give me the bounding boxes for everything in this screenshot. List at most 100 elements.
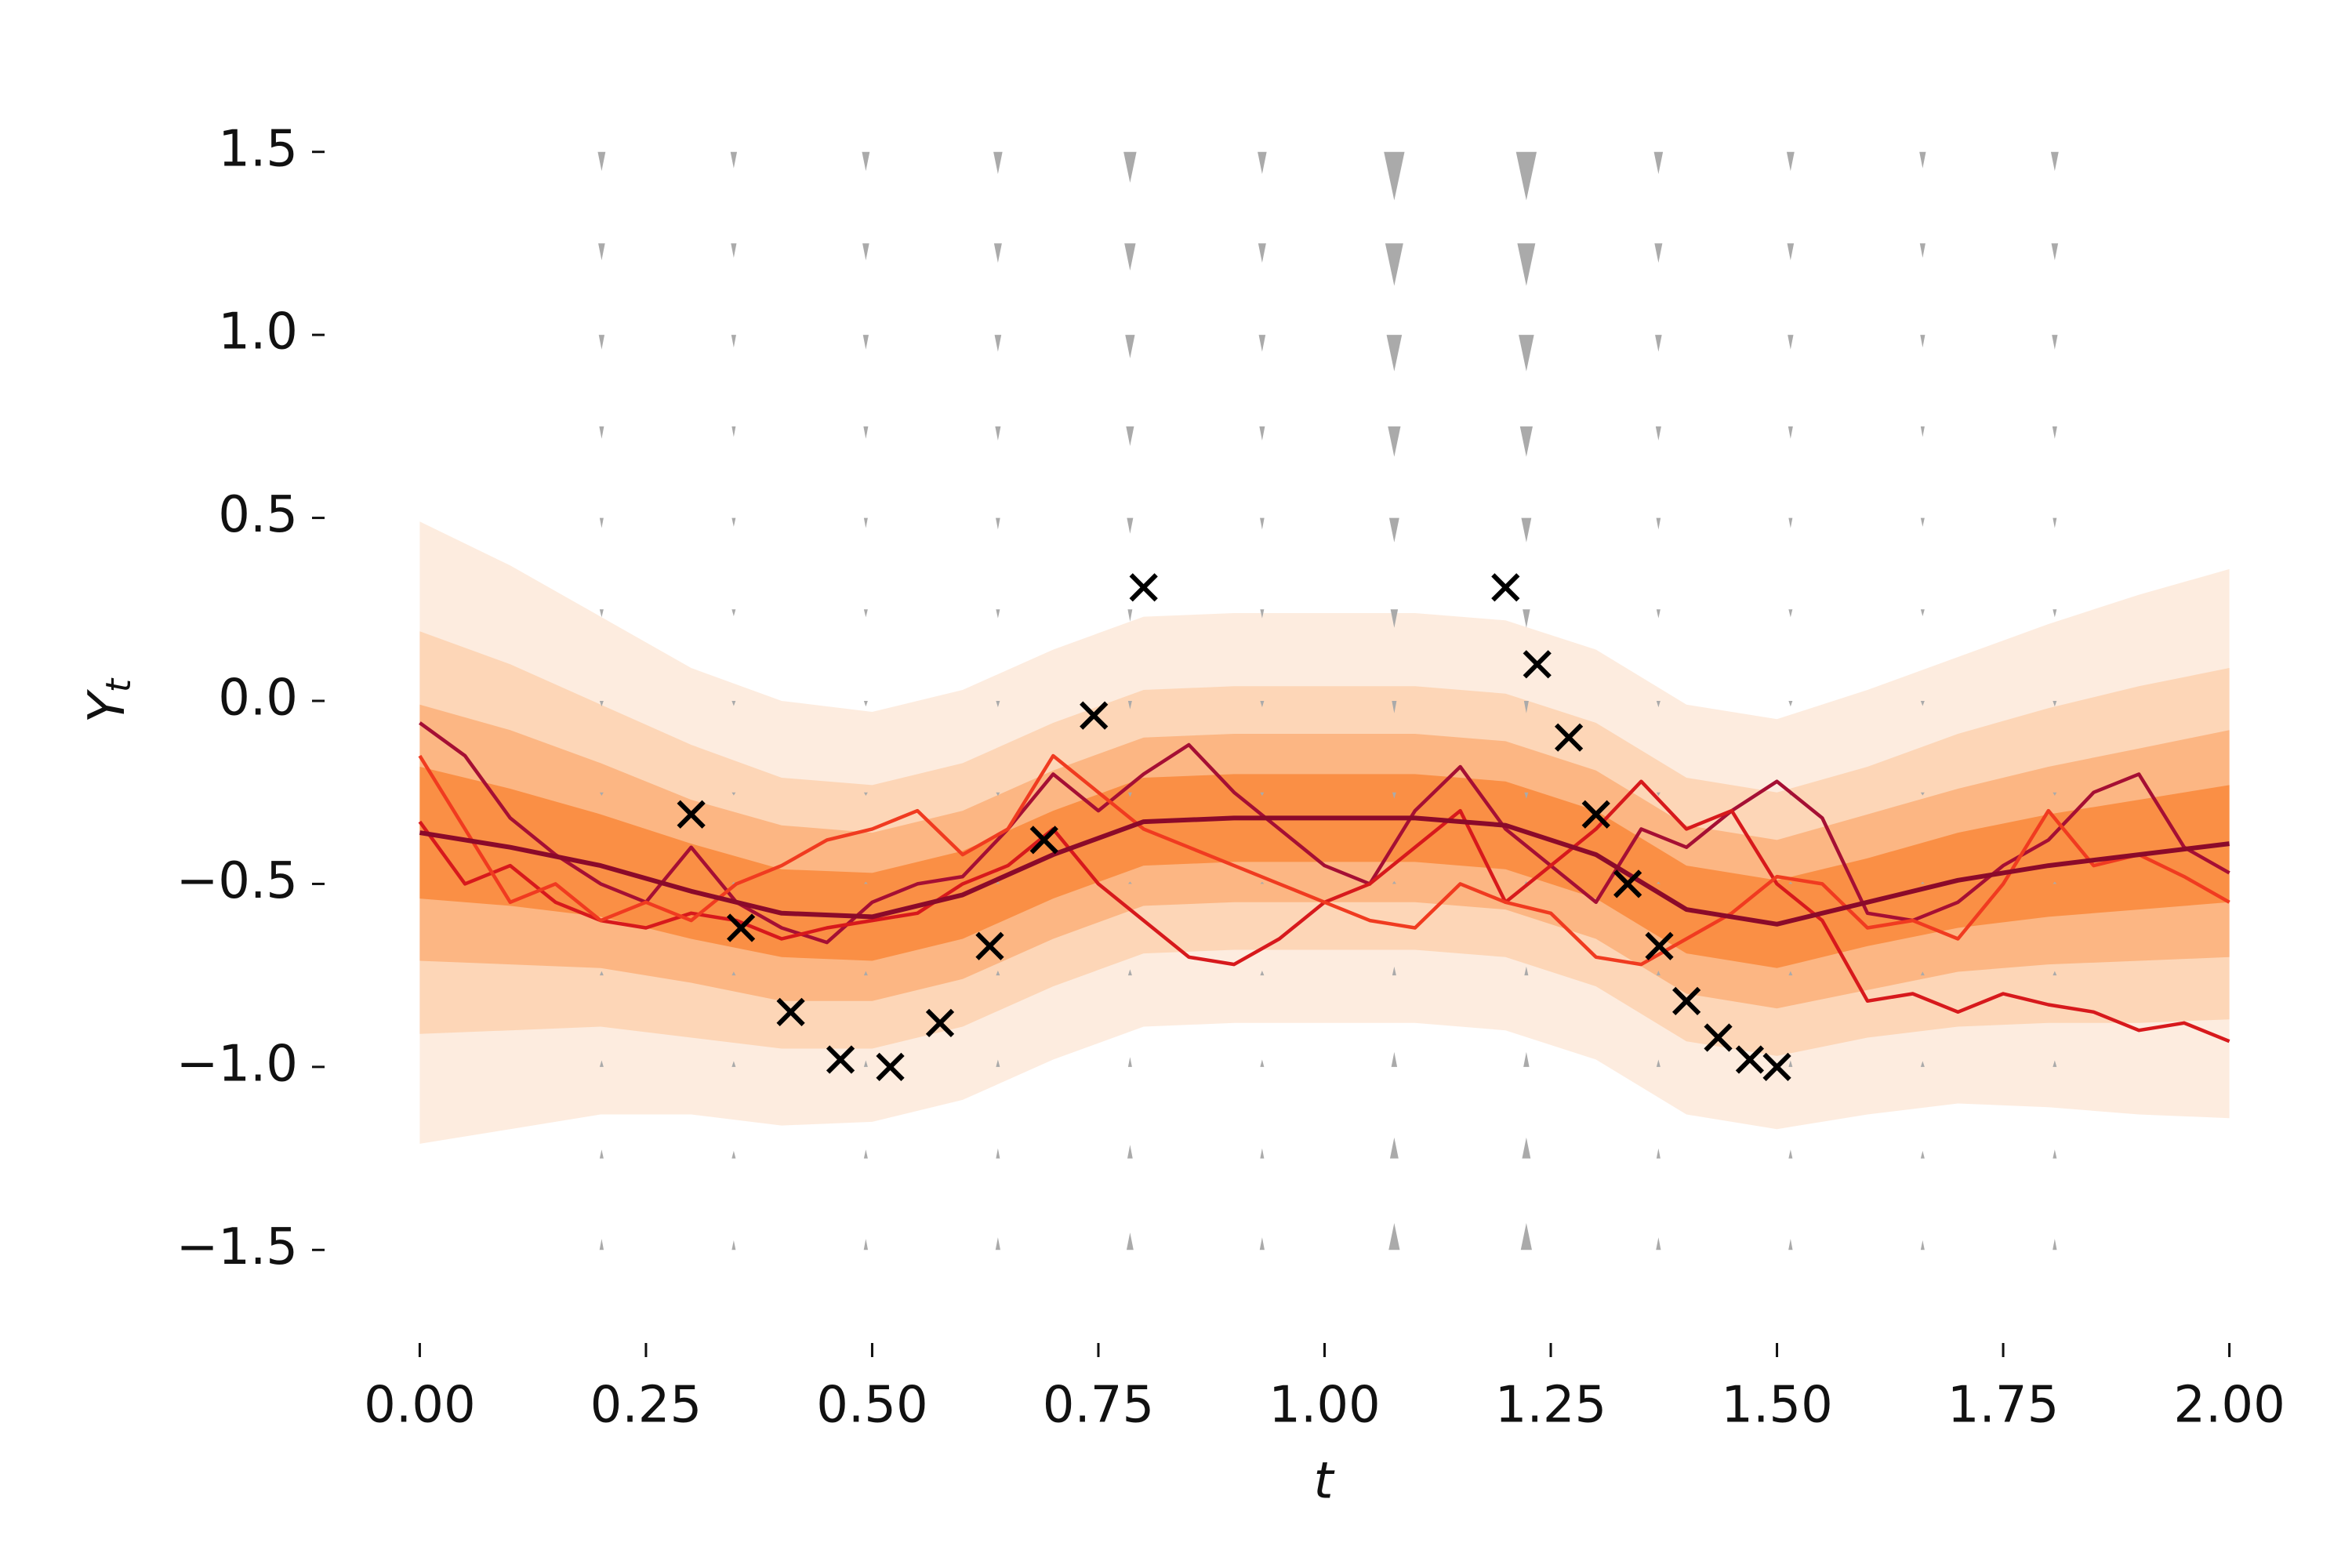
quiver-arrow bbox=[2053, 881, 2057, 884]
marker-stroke bbox=[925, 1008, 955, 1037]
quiver-arrow bbox=[1521, 517, 1532, 543]
marker-stroke bbox=[726, 913, 756, 942]
quiver-arrow bbox=[1520, 1222, 1532, 1250]
quiver-arrow bbox=[863, 517, 868, 528]
quiver-arrow bbox=[1260, 792, 1265, 797]
quiver-arrow bbox=[996, 792, 1000, 797]
quiver-arrow bbox=[1260, 970, 1265, 976]
quiver-arrow bbox=[863, 792, 868, 796]
marker-stroke bbox=[776, 997, 805, 1026]
quiver-arrow bbox=[1258, 151, 1267, 174]
sample-path bbox=[418, 753, 2230, 967]
quiver-arrow bbox=[599, 1239, 604, 1250]
quiver-arrow bbox=[1392, 966, 1396, 976]
quiver-arrow bbox=[2053, 517, 2057, 528]
quiver-arrow bbox=[1655, 426, 1661, 441]
quiver-arrow bbox=[1260, 1148, 1265, 1159]
quiver-arrow bbox=[996, 970, 1000, 976]
quiver-arrow bbox=[1920, 881, 1925, 884]
y-axis-label-subscript: t bbox=[99, 677, 139, 692]
quiver-arrow bbox=[995, 1237, 1000, 1250]
quiver-arrow bbox=[1920, 701, 1925, 706]
observation-marker bbox=[975, 931, 1004, 960]
quiver-arrow bbox=[1126, 426, 1134, 446]
x-tick-label: 1.25 bbox=[1495, 1377, 1607, 1435]
quiver-arrow bbox=[1653, 151, 1664, 174]
observation-marker bbox=[1735, 1045, 1765, 1074]
quiver-arrow bbox=[1788, 701, 1793, 707]
marker-stroke bbox=[975, 931, 1004, 960]
observation-marker bbox=[726, 913, 756, 942]
quiver-arrow bbox=[1384, 151, 1405, 201]
quiver-arrow bbox=[862, 243, 869, 260]
quiver-arrow bbox=[2053, 701, 2057, 707]
marker-stroke bbox=[1523, 650, 1552, 679]
quiver-arrow bbox=[1127, 1145, 1133, 1159]
quiver-arrow bbox=[1920, 971, 1925, 976]
quiver-arrow bbox=[863, 701, 868, 707]
quiver-arrow bbox=[1788, 1239, 1793, 1250]
x-tick-label: 0.25 bbox=[590, 1377, 702, 1435]
marker-stroke bbox=[826, 1045, 855, 1074]
quiver-arrow bbox=[1920, 517, 1925, 527]
marker-stroke bbox=[1554, 723, 1584, 752]
marker-stroke bbox=[1129, 573, 1158, 602]
quiver-arrow bbox=[1788, 426, 1793, 439]
quiver-arrow bbox=[599, 426, 604, 439]
x-tick-label: 1.50 bbox=[1721, 1377, 1833, 1435]
quiver-arrow bbox=[2050, 151, 2059, 172]
quiver-arrow bbox=[1260, 1059, 1265, 1067]
quiver-arrow bbox=[1386, 335, 1403, 372]
quiver-arrow bbox=[1392, 792, 1396, 799]
quiver-arrow bbox=[1523, 609, 1530, 628]
y-axis-label-main: Y bbox=[78, 688, 136, 723]
quiver-arrow bbox=[1656, 970, 1661, 976]
quiver-arrow bbox=[1260, 517, 1265, 530]
quiver-arrow bbox=[599, 1149, 604, 1159]
quiver-arrow bbox=[731, 1061, 736, 1067]
quiver-arrow bbox=[1656, 701, 1661, 708]
quiver-arrow bbox=[2051, 243, 2059, 260]
quiver-arrow bbox=[996, 881, 1000, 884]
quiver-arrow bbox=[731, 1240, 736, 1250]
quiver-arrow bbox=[1127, 969, 1132, 976]
quiver-arrow bbox=[599, 1060, 604, 1067]
quiver-arrow bbox=[1788, 881, 1793, 884]
quiver-arrow bbox=[1127, 1057, 1132, 1067]
y-tick-label: −0.5 bbox=[176, 852, 298, 910]
quiver-arrow bbox=[731, 971, 736, 976]
quiver-arrow bbox=[1788, 971, 1793, 976]
quiver-arrow bbox=[731, 243, 737, 258]
marker-stroke bbox=[1735, 1045, 1765, 1074]
marker-stroke bbox=[876, 1052, 905, 1081]
quiver-arrow bbox=[1126, 1232, 1134, 1250]
quiver-arrow bbox=[598, 335, 605, 350]
y-tick-label: −1.0 bbox=[176, 1035, 298, 1093]
quiver-arrow bbox=[863, 609, 868, 618]
quiver-arrow bbox=[996, 1148, 1000, 1159]
quiver-arrow bbox=[1920, 1061, 1925, 1067]
marker-stroke bbox=[1762, 1052, 1791, 1081]
quiver-arrow bbox=[1788, 1060, 1793, 1067]
observation-marker bbox=[1523, 650, 1552, 679]
quiver-arrow bbox=[598, 243, 605, 260]
quiver-arrow bbox=[1656, 517, 1661, 530]
quiver-arrow bbox=[1920, 426, 1925, 437]
quiver-arrow bbox=[599, 517, 604, 528]
quiver-arrow bbox=[863, 426, 869, 439]
x-tick-label: 0.00 bbox=[364, 1377, 476, 1435]
quiver-arrow bbox=[1920, 1240, 1925, 1250]
quiver-arrow bbox=[996, 609, 1000, 619]
marker-stroke bbox=[1672, 986, 1701, 1015]
quiver-arrow bbox=[995, 426, 1001, 441]
quiver-arrow bbox=[1127, 701, 1132, 710]
y-tick-label: 0.0 bbox=[218, 670, 298, 728]
quiver-arrow bbox=[731, 609, 736, 617]
quiver-arrow bbox=[1127, 792, 1132, 797]
observation-marker bbox=[1581, 800, 1610, 829]
marker-stroke bbox=[1581, 800, 1610, 829]
quiver-arrow bbox=[1519, 335, 1534, 372]
quiver-arrow bbox=[731, 792, 736, 796]
quiver-arrow bbox=[996, 1059, 1000, 1067]
